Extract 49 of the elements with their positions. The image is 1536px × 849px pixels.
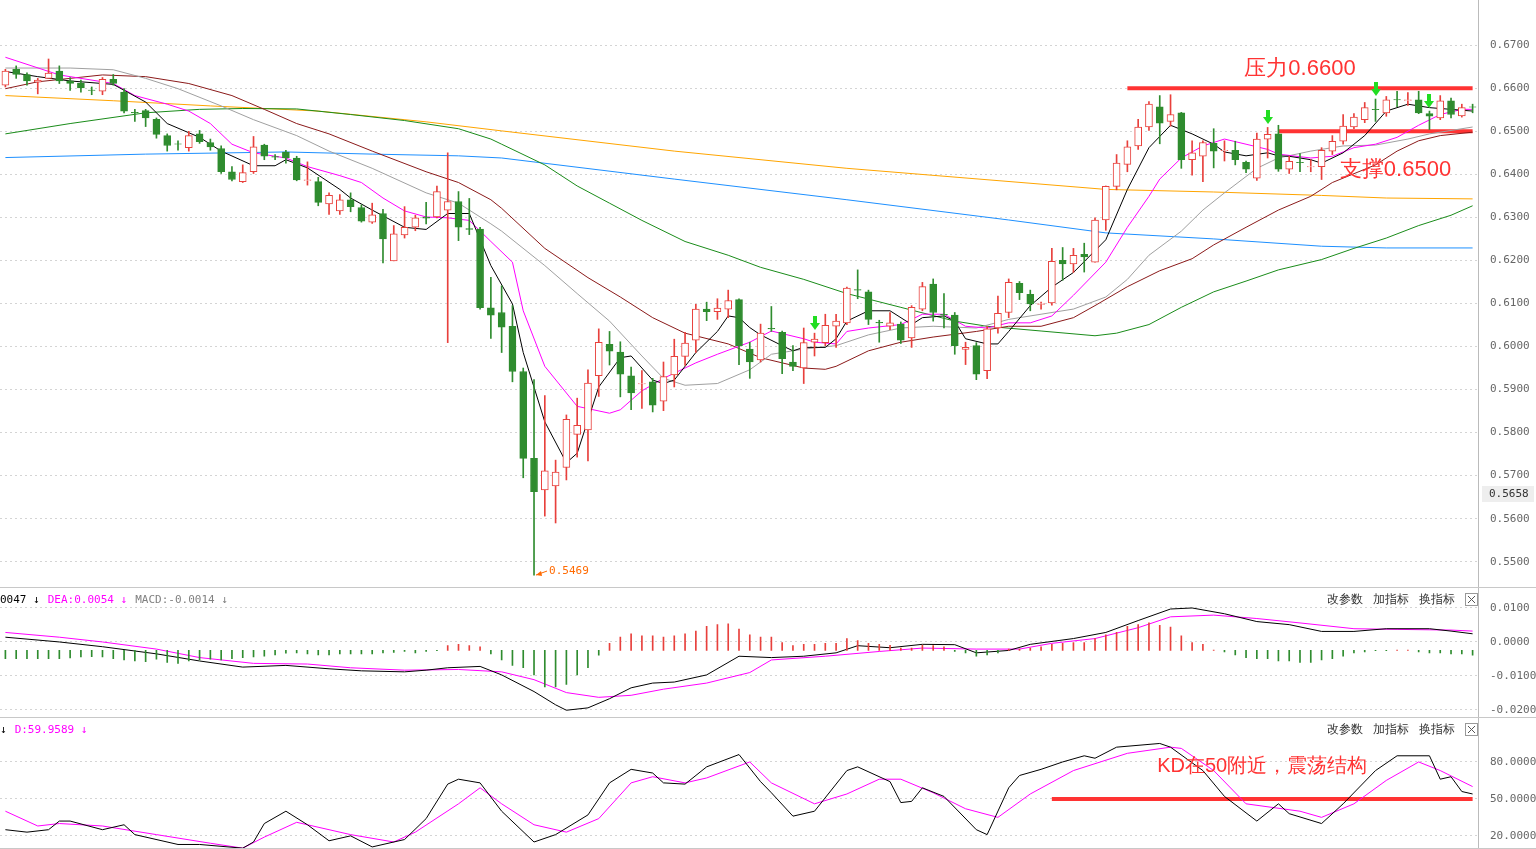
y-tick-label: 80.0000 <box>1490 754 1536 768</box>
y-tick-label: 0.5600 <box>1490 511 1530 525</box>
candlestick <box>443 152 452 343</box>
series-label: 压力0.6600 <box>1244 55 1356 81</box>
annotation: 改参数 <box>1327 591 1363 608</box>
y-tick-label: 0.5700 <box>1490 468 1530 482</box>
annotation: ↓ <box>0 723 7 736</box>
text: 0.5658 <box>1489 486 1529 500</box>
annotation: 0047 ↓ <box>0 593 40 606</box>
candlestick <box>540 395 549 517</box>
candlestick <box>1188 140 1196 176</box>
y-tick-label: 0.0000 <box>1490 634 1530 648</box>
annotation: DEA:0.0054 ↓ <box>47 593 128 606</box>
candlestick <box>33 78 42 95</box>
y-tick-label: 0.6600 <box>1490 81 1530 95</box>
annotation: D:59.9589 ↓ <box>14 723 88 736</box>
candlestick <box>573 397 582 458</box>
y-tick-label: -0.0200 <box>1490 702 1536 716</box>
candlestick <box>1209 128 1218 169</box>
y-tick-label: -0.0100 <box>1490 668 1536 682</box>
candlestick <box>875 319 884 343</box>
annotation: 加指标 <box>1373 721 1409 738</box>
annotation: 换指标 <box>1419 591 1455 608</box>
candlestick <box>422 201 430 225</box>
annotation: 换指标 <box>1419 721 1455 738</box>
y-tick-label: 0.6400 <box>1490 167 1530 181</box>
candlestick <box>789 345 797 371</box>
annotation: 加指标 <box>1373 591 1409 608</box>
annotation: 0.5469 <box>549 563 589 577</box>
y-tick-label: 0.5500 <box>1490 554 1530 568</box>
annotation: 改参数 <box>1327 721 1363 738</box>
y-tick-label: 0.6700 <box>1490 38 1530 52</box>
annotation: MACD:-0.0014 ↓ <box>135 593 228 606</box>
y-tick-label: 0.6000 <box>1490 339 1530 353</box>
y-tick-label: 0.5900 <box>1490 382 1530 396</box>
candlestick <box>1296 153 1304 173</box>
y-tick-label: 50.0000 <box>1490 791 1536 805</box>
candlestick <box>131 109 139 122</box>
y-tick-label: 0.0100 <box>1490 600 1530 614</box>
candlestick <box>832 313 840 348</box>
y-tick-label: 0.6200 <box>1490 253 1530 267</box>
y-tick-label: 20.0000 <box>1490 828 1536 842</box>
candlestick <box>886 312 894 331</box>
candlestick <box>487 276 495 339</box>
candlestick <box>940 293 948 329</box>
y-tick-label: 0.6500 <box>1490 124 1530 138</box>
y-tick-label: 0.6100 <box>1490 296 1530 310</box>
y-tick-label: 0.5800 <box>1490 425 1530 439</box>
y-tick-label: 0.6300 <box>1490 210 1530 224</box>
